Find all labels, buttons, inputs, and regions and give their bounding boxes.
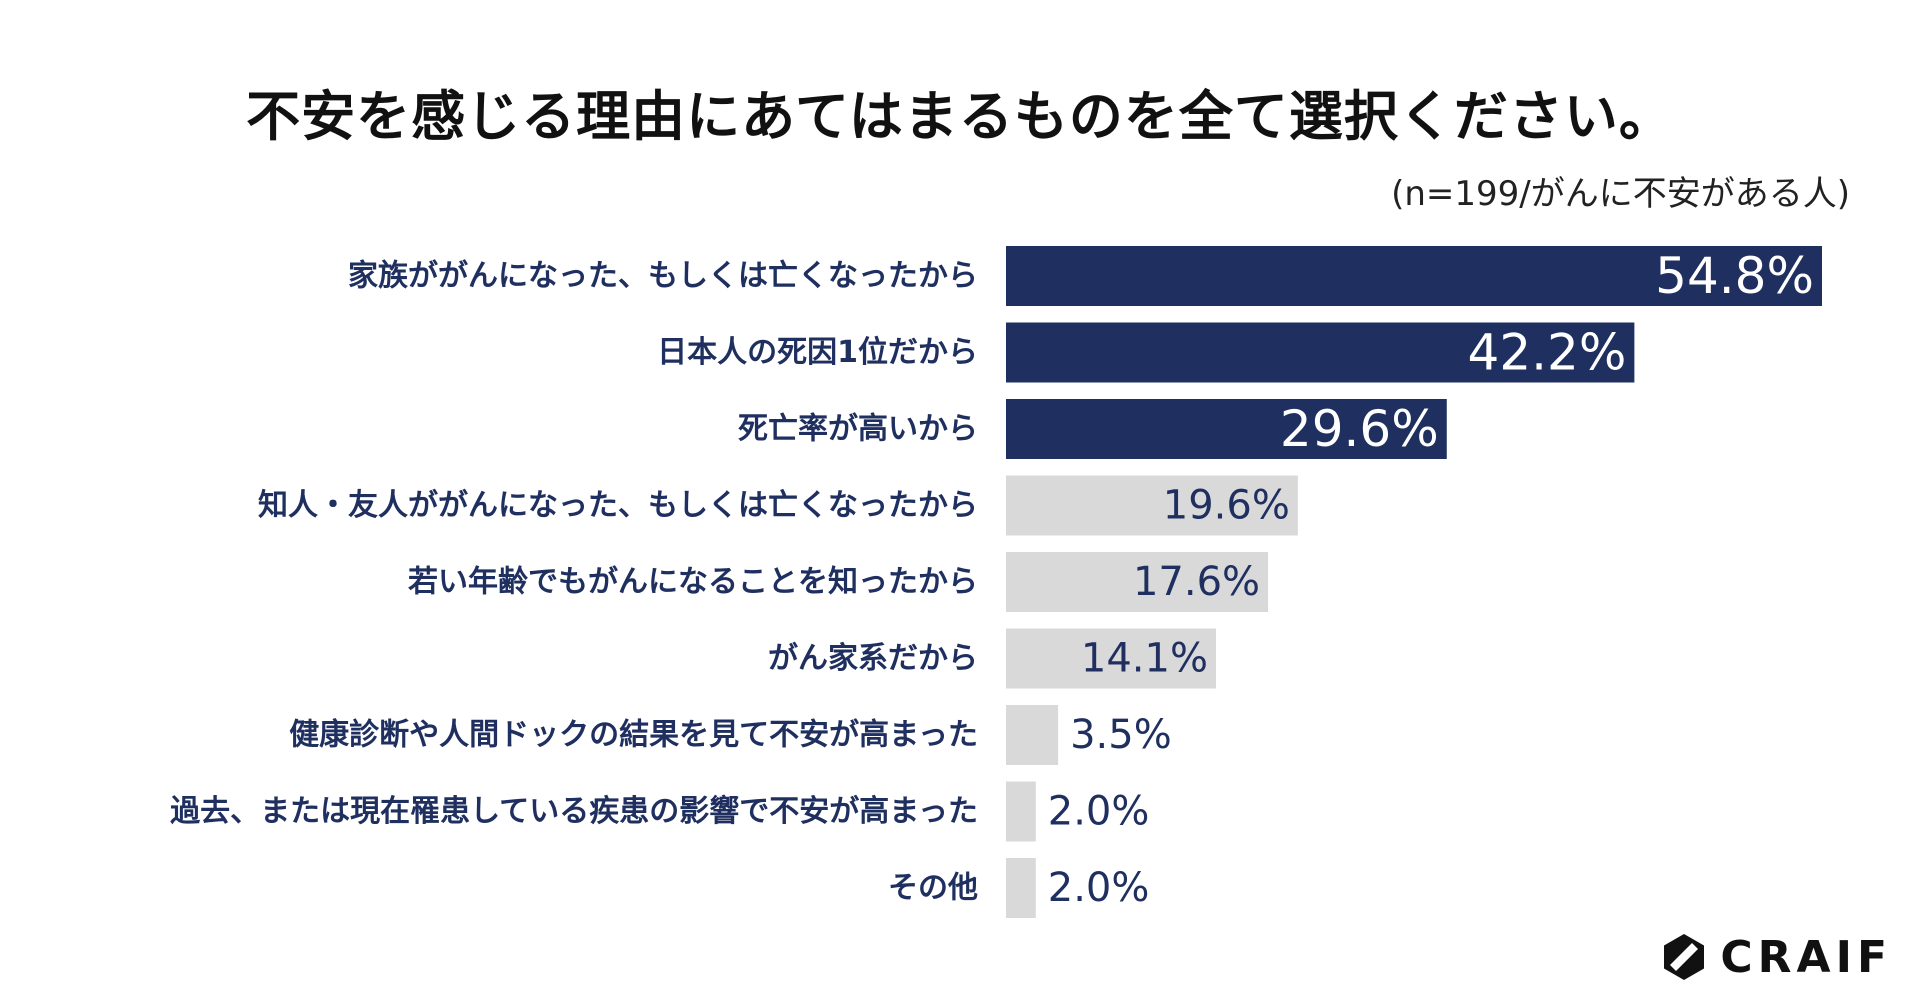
chart-title: 不安を感じる理由にあてはまるものを全て選択ください。: [246, 85, 1674, 148]
bar-6: [1006, 705, 1059, 765]
bar-3: [1006, 475, 1298, 536]
bar-0: [1006, 246, 1822, 306]
category-label-3: 知人・友人ががんになった、もしくは亡くなったから: [258, 488, 978, 523]
value-label-4: 17.6%: [1133, 559, 1260, 605]
category-label-2: 死亡率が高いから: [738, 412, 978, 447]
category-label-6: 健康診断や人間ドックの結果を見て不安が高まった: [289, 718, 978, 753]
category-label-5: がん家系だから: [768, 641, 978, 676]
bar-5: [1006, 628, 1216, 689]
value-label-6: 3.5%: [1070, 712, 1172, 758]
value-label-5: 14.1%: [1081, 636, 1208, 682]
bar-2: [1006, 399, 1447, 459]
value-label-8: 2.0%: [1048, 865, 1150, 911]
brand-logo: CRAIF: [1662, 930, 1892, 984]
bar-4: [1006, 552, 1269, 612]
sample-size-note: (n=199/がんに不安がある人): [1391, 174, 1850, 214]
value-label-0: 54.8%: [1655, 247, 1814, 305]
category-label-1: 日本人の死因1位だから: [657, 335, 978, 370]
category-label-7: 過去、または現在罹患している疾患の影響で不安が高まった: [170, 794, 978, 829]
value-label-7: 2.0%: [1048, 789, 1150, 835]
category-label-0: 家族ががんになった、もしくは亡くなったから: [348, 259, 978, 294]
craif-hexagon-logo-icon: [1664, 934, 1705, 980]
brand-name: CRAIF: [1720, 931, 1892, 983]
value-label-3: 19.6%: [1163, 483, 1290, 529]
bar-1: [1006, 322, 1635, 383]
category-label-4: 若い年齢でもがんになることを知ったから: [408, 565, 978, 600]
category-label-8: その他: [888, 871, 978, 906]
bar-8: [1006, 858, 1036, 918]
value-label-1: 42.2%: [1468, 324, 1627, 382]
bar-7: [1006, 781, 1036, 842]
value-label-2: 29.6%: [1280, 400, 1439, 458]
